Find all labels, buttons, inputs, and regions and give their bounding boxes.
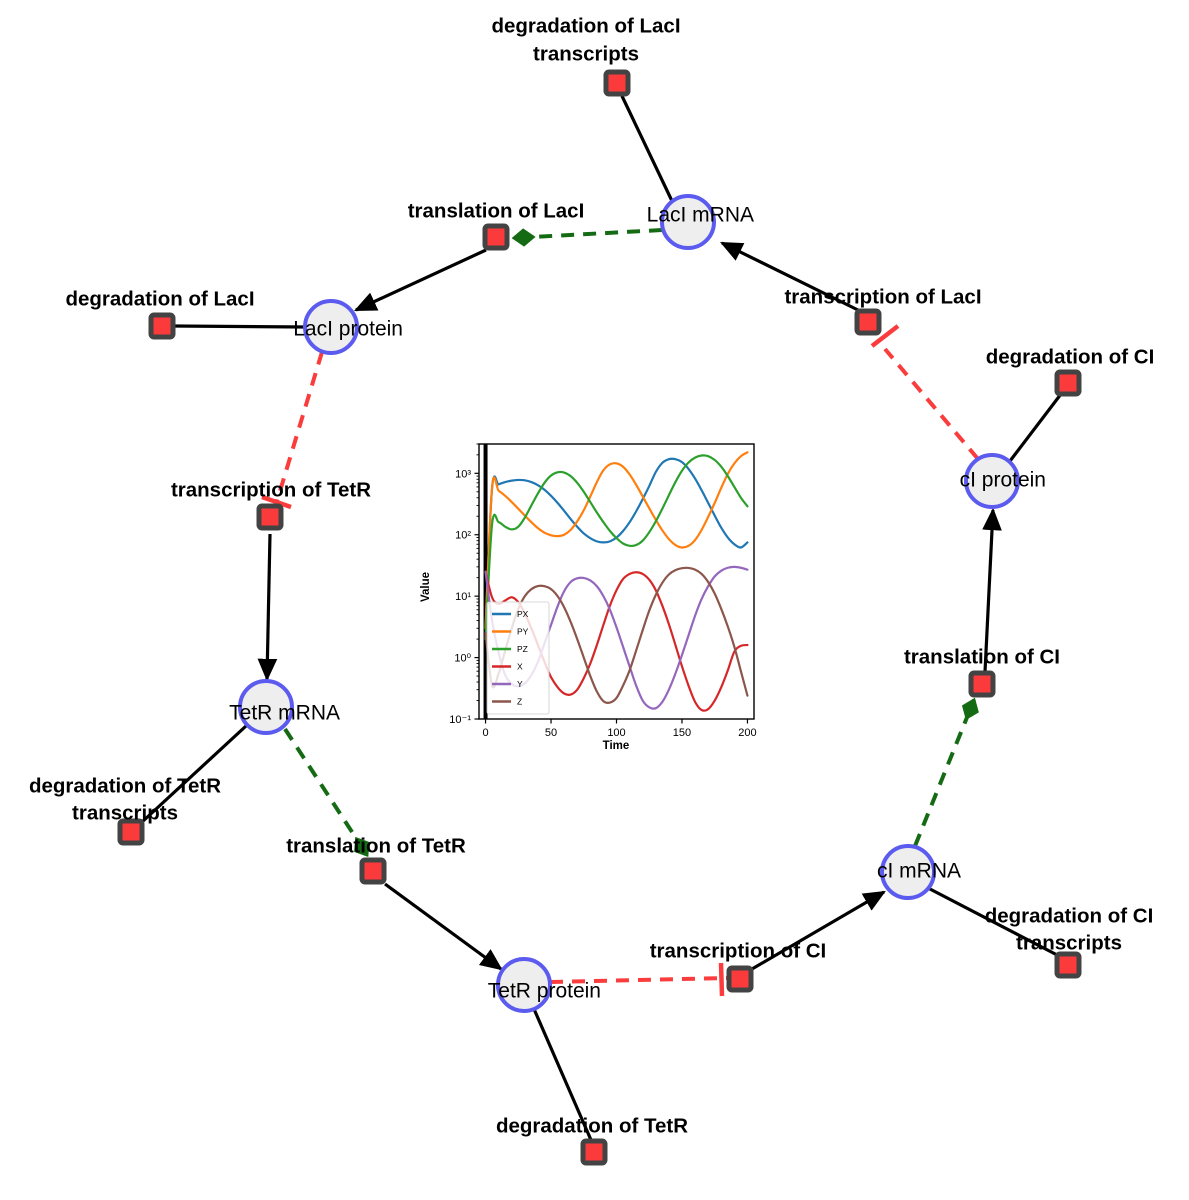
edge-laci-protein-degradation [173, 324, 306, 329]
edge-ci-protein-degradation [1008, 393, 1063, 462]
edge-transcription-ci-to-ci-mrna [751, 890, 886, 971]
reaction-label-transcription-ci: transcription of CI [650, 939, 827, 962]
reaction-label-transcription-laci: transcription of LacI [784, 285, 981, 308]
reaction-label-translation-laci: translation of LacI [408, 199, 585, 222]
chart-yticklabel: 10⁰ [454, 653, 471, 665]
reaction-node-deg-ci[interactable] [1054, 369, 1082, 397]
edge-tetr-mrna-degradation [140, 724, 248, 824]
reaction-label-deg-laci: degradation of LacI [65, 287, 254, 310]
species-node-laci-protein[interactable] [303, 299, 359, 355]
reaction-label-translation-ci: translation of CI [904, 645, 1060, 668]
edge-laci-protein-inhibits-transcription-tetr [275, 351, 324, 502]
chart-ylabel: Value [420, 572, 432, 602]
edge-tetr-protein-degradation [532, 1008, 593, 1141]
reaction-node-transcription-ci[interactable] [726, 965, 754, 993]
edge-ci-mrna-degradation [927, 886, 1062, 959]
reaction-label-transcription-tetr: transcription of TetR [171, 478, 371, 501]
reaction-label-deg-ci-transcripts-line1: degradation of CI [985, 904, 1154, 927]
reaction-label-deg-laci-transcripts-line2: transcripts [533, 42, 639, 65]
species-label-ci-protein: cI protein [960, 469, 1046, 492]
inhibition-tbar-transcription-laci [870, 324, 900, 348]
edge-tetr-protein-inhibits-transcription-ci [549, 976, 729, 984]
chart-series-PY [484, 451, 749, 630]
inhibition-tbar-transcription-tetr [261, 494, 292, 510]
edge-laci-mrna-catalysis [511, 228, 663, 247]
chart-xticklabel: 200 [738, 727, 756, 739]
chart-axes-group: 0 50 100 150 200 10⁻¹ 10⁰ 10¹ 10² 10³ [449, 443, 757, 739]
chart-series-group [483, 444, 749, 719]
chart-series-Z [484, 566, 749, 704]
species-label-tetr-protein: TetR protein [488, 980, 601, 1003]
edge-translation-tetr-to-tetr-protein [384, 882, 503, 971]
inhibition-tbar-transcription-ci [718, 962, 725, 997]
reaction-node-transcription-tetr[interactable] [256, 503, 284, 531]
chart-legend-label-PZ: PZ [517, 644, 528, 654]
species-label-laci-protein: LacI protein [293, 318, 403, 341]
chart-yticklabel: 10³ [455, 468, 471, 480]
edge-ci-mrna-catalysis [913, 697, 979, 847]
reaction-label-deg-laci-transcripts-line1: degradation of LacI [491, 14, 680, 37]
reaction-label-deg-tetr-transcripts-line1: degradation of TetR [29, 774, 221, 797]
reaction-node-transcription-laci[interactable] [854, 308, 882, 336]
reaction-label-deg-tetr-transcripts-line2: transcripts [72, 801, 178, 824]
reaction-node-deg-laci[interactable] [148, 312, 176, 340]
chart-legend-label-X: X [517, 662, 523, 672]
chart-legend-label-PX: PX [517, 609, 529, 619]
reaction-label-deg-tetr: degradation of TetR [496, 1114, 688, 1137]
reaction-label-translation-tetr: translation of TetR [286, 834, 466, 857]
reaction-label-deg-ci-transcripts-line2: transcripts [1016, 931, 1122, 954]
reaction-label-deg-ci: degradation of CI [986, 345, 1155, 368]
edge-tetr-mrna-catalysis [283, 727, 370, 858]
chart-legend-box [486, 601, 550, 715]
species-node-ci-mrna[interactable] [880, 844, 936, 900]
edge-translation-ci-to-ci-protein [982, 507, 1002, 673]
species-label-tetr-mrna: TetR mRNA [229, 702, 340, 725]
chart-xticklabel: 0 [482, 727, 488, 739]
timecourse-chart: 0 50 100 150 200 10⁻¹ 10⁰ 10¹ 10² 10³ PX PY PZ X Y Z T… [411, 437, 781, 757]
chart-legend: PX PY PZ XYZ [486, 601, 550, 715]
chart-svg: 0 50 100 150 200 10⁻¹ 10⁰ 10¹ 10² 10³ PX PY PZ XYZ T… [420, 443, 757, 752]
reaction-node-deg-laci-transcripts[interactable] [603, 69, 631, 97]
species-node-tetr-protein[interactable] [496, 957, 552, 1013]
chart-yticklabel: 10¹ [455, 591, 471, 603]
edge-translation-laci-to-laci-protein [353, 248, 487, 312]
chart-legend-label-Y: Y [517, 679, 523, 689]
reaction-node-deg-ci-transcripts[interactable] [1054, 951, 1082, 979]
chart-legend-label-Z: Z [517, 697, 522, 707]
edge-laci-mrna-degradation [620, 95, 674, 202]
chart-xlabel: Time [603, 740, 630, 752]
chart-xticklabel: 100 [607, 727, 625, 739]
species-node-ci-protein[interactable] [964, 453, 1020, 509]
reaction-node-translation-ci[interactable] [968, 670, 996, 698]
edge-ci-protein-inhibits-transcription-laci [883, 347, 980, 461]
chart-xticklabel: 150 [673, 727, 691, 739]
species-label-ci-mrna: cI mRNA [877, 860, 961, 883]
species-node-laci-mrna[interactable] [660, 194, 716, 250]
reaction-node-translation-tetr[interactable] [359, 857, 387, 885]
reaction-node-deg-tetr-transcripts[interactable] [117, 818, 145, 846]
species-node-tetr-mrna[interactable] [238, 679, 294, 735]
edge-transcription-laci-to-laci-mrna [719, 241, 861, 313]
chart-series-PZ [484, 454, 749, 641]
chart-yticklabel: 10² [455, 530, 471, 542]
chart-xticklabel: 50 [545, 727, 557, 739]
species-label-laci-mrna: LacI mRNA [647, 204, 754, 227]
reaction-node-deg-tetr[interactable] [580, 1138, 608, 1166]
chart-legend-label-PY: PY [517, 627, 529, 637]
chart-yticklabel: 10⁻¹ [449, 714, 471, 726]
reaction-node-translation-laci[interactable] [482, 223, 510, 251]
edge-transcription-tetr-to-tetr-mrna [257, 533, 278, 682]
